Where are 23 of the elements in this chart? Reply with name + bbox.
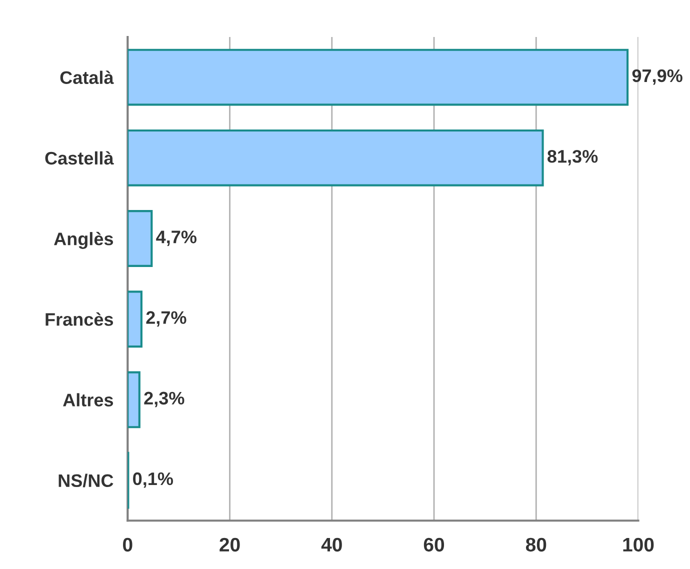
x-tick-label: 0 xyxy=(123,538,132,552)
bar xyxy=(128,290,142,348)
data-label: 2,7% xyxy=(146,311,186,327)
data-label: 2,3% xyxy=(144,392,184,408)
x-tick-label: 60 xyxy=(424,538,444,552)
data-label: 81,3% xyxy=(548,150,598,166)
bar xyxy=(128,210,153,267)
data-label: 0,1% xyxy=(133,472,174,488)
bar xyxy=(128,129,544,186)
x-tick-label: 80 xyxy=(526,538,546,552)
x-tick-label: 20 xyxy=(220,538,240,552)
x-tick-label: 100 xyxy=(623,538,654,552)
bar xyxy=(128,371,140,428)
y-tick-label: Anglès xyxy=(54,232,114,249)
y-tick-label: NS/NC xyxy=(58,474,114,488)
y-tick-label: Castellà xyxy=(45,151,114,165)
y-tick-label: Altres xyxy=(63,393,114,406)
data-label: 97,9% xyxy=(632,69,682,85)
x-tick-label: 40 xyxy=(321,538,342,552)
y-tick-label: Francès xyxy=(46,312,114,326)
data-label: 4,7% xyxy=(156,230,196,246)
bar xyxy=(128,48,629,106)
y-tick-label: Català xyxy=(60,70,114,84)
